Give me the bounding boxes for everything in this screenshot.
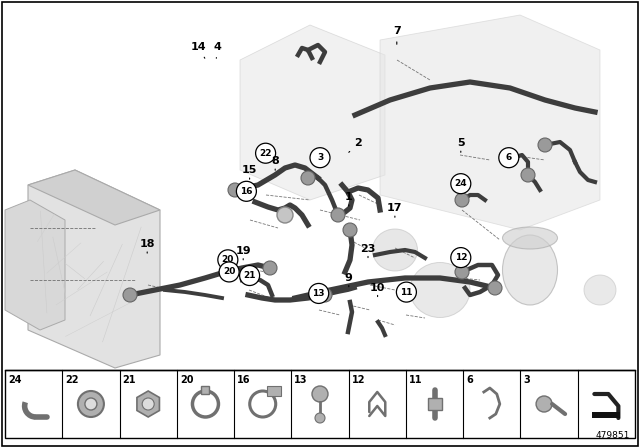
Polygon shape: [28, 170, 160, 368]
Text: 12: 12: [454, 253, 467, 262]
Circle shape: [255, 143, 276, 163]
Text: 13: 13: [312, 289, 325, 298]
Circle shape: [451, 248, 471, 267]
Text: 16: 16: [237, 375, 251, 385]
Ellipse shape: [410, 263, 470, 318]
Polygon shape: [380, 15, 600, 230]
Circle shape: [331, 208, 345, 222]
Text: 6: 6: [506, 153, 512, 162]
Text: 18: 18: [140, 239, 155, 253]
Circle shape: [538, 138, 552, 152]
Circle shape: [396, 282, 417, 302]
Ellipse shape: [372, 229, 417, 271]
Bar: [267, 386, 281, 396]
Circle shape: [239, 266, 260, 285]
Text: 22: 22: [259, 149, 272, 158]
Text: 9: 9: [345, 273, 353, 287]
Ellipse shape: [502, 235, 557, 305]
Text: 21: 21: [243, 271, 256, 280]
Text: 3: 3: [524, 375, 530, 385]
Text: 479851: 479851: [596, 431, 630, 440]
Circle shape: [85, 398, 97, 410]
Bar: [593, 412, 620, 418]
Circle shape: [228, 183, 242, 197]
Text: 11: 11: [409, 375, 422, 385]
Circle shape: [343, 223, 357, 237]
Text: 3: 3: [317, 153, 323, 162]
Text: 4: 4: [214, 42, 221, 58]
Text: 16: 16: [240, 187, 253, 196]
Text: 20: 20: [221, 255, 234, 264]
Text: 2: 2: [349, 138, 362, 152]
Polygon shape: [137, 391, 159, 417]
Circle shape: [218, 250, 238, 270]
Polygon shape: [5, 200, 65, 330]
Text: 20: 20: [180, 375, 193, 385]
Circle shape: [521, 168, 535, 182]
Text: 7: 7: [393, 26, 401, 44]
Circle shape: [451, 174, 471, 194]
Circle shape: [277, 207, 293, 223]
Text: 20: 20: [223, 267, 236, 276]
Text: 10: 10: [370, 283, 385, 297]
Text: 17: 17: [387, 203, 403, 217]
Text: 12: 12: [351, 375, 365, 385]
Circle shape: [488, 281, 502, 295]
Circle shape: [315, 413, 325, 423]
Text: 15: 15: [242, 165, 257, 179]
Text: 14: 14: [191, 42, 206, 58]
Text: 5: 5: [457, 138, 465, 152]
Circle shape: [142, 398, 154, 410]
Text: 24: 24: [454, 179, 467, 188]
Circle shape: [263, 261, 277, 275]
Text: 22: 22: [65, 375, 79, 385]
Circle shape: [312, 386, 328, 402]
Text: 8: 8: [271, 156, 279, 170]
Bar: [428, 398, 442, 410]
Bar: [202, 386, 209, 394]
Circle shape: [78, 391, 104, 417]
Polygon shape: [240, 25, 385, 200]
Circle shape: [536, 396, 552, 412]
Circle shape: [123, 288, 137, 302]
Text: 13: 13: [294, 375, 308, 385]
Circle shape: [499, 148, 519, 168]
Circle shape: [308, 284, 329, 303]
Text: 19: 19: [236, 246, 251, 260]
Circle shape: [301, 171, 315, 185]
Circle shape: [236, 181, 257, 201]
Text: 23: 23: [360, 244, 376, 258]
Text: 6: 6: [466, 375, 473, 385]
Circle shape: [219, 262, 239, 282]
Ellipse shape: [502, 227, 557, 249]
Circle shape: [455, 265, 469, 279]
Circle shape: [310, 148, 330, 168]
Text: 21: 21: [122, 375, 136, 385]
Bar: [5, 370, 635, 438]
Circle shape: [318, 288, 332, 302]
Polygon shape: [28, 170, 160, 225]
Circle shape: [455, 193, 469, 207]
Ellipse shape: [584, 275, 616, 305]
Text: 11: 11: [400, 288, 413, 297]
Text: 1: 1: [345, 192, 353, 206]
Text: 24: 24: [8, 375, 22, 385]
